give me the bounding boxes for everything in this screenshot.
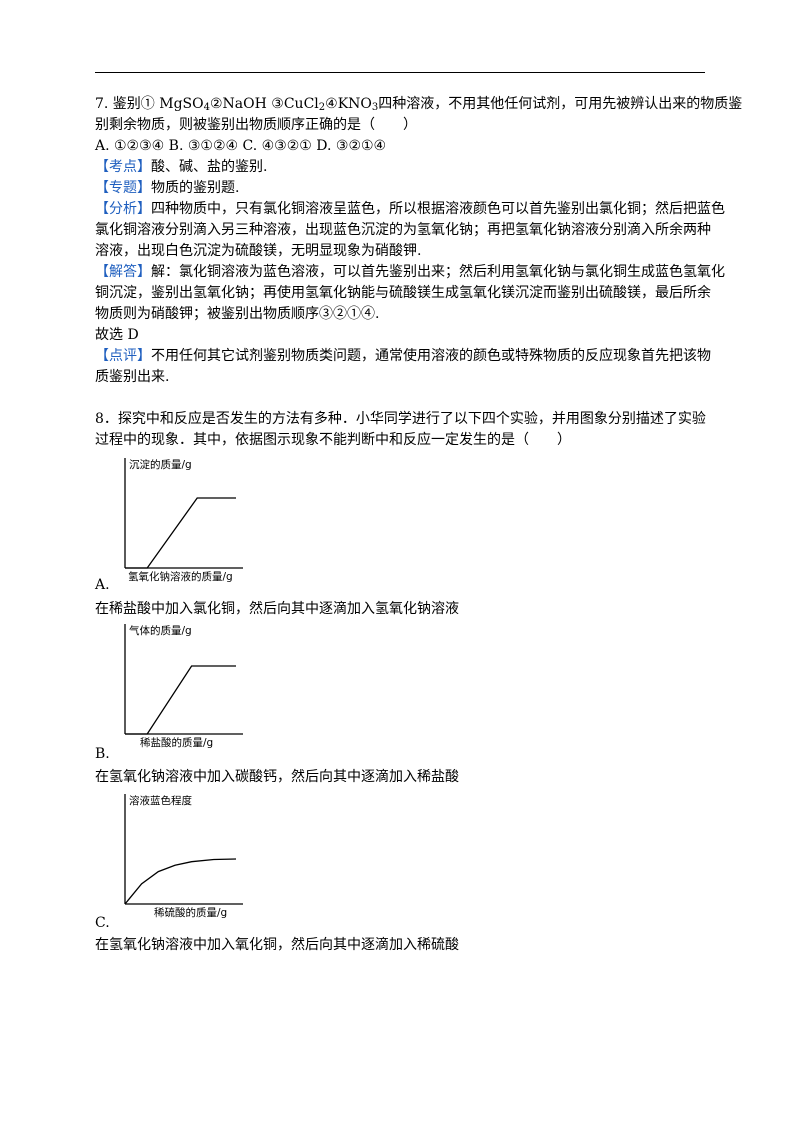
q7-kaodian: 【考点】酸、碱、盐的鉴别. [95, 159, 268, 175]
option-a-label: A. [95, 577, 110, 593]
q7-stem-line2: 别剩余物质，则被鉴别出物质顺序正确的是（ ） [95, 117, 417, 133]
graph-a-svg: 沉淀的质量/g 氢氧化钠溶液的质量/g [124, 458, 243, 583]
graph-c: 溶液蓝色程度 稀硫酸的质量/g [118, 792, 248, 919]
q7-zhuanti: 【专题】物质的鉴别题. [95, 180, 240, 196]
q7-dianping-line1: 【点评】不用任何其它试剂鉴别物质类问题，通常使用溶液的颜色或特殊物质的反应现象首… [95, 348, 711, 364]
graph-a-xlabel: 氢氧化钠溶液的质量/g [128, 570, 233, 583]
option-c-desc: 在氢氧化钠溶液中加入氧化铜，然后向其中逐滴加入稀硫酸 [95, 937, 459, 953]
header-rule [95, 72, 705, 73]
q7-jieda-line1: 【解答】解：氯化铜溶液为蓝色溶液，可以首先鉴别出来；然后利用氢氧化钠与氯化铜生成… [95, 264, 725, 280]
jieda-tag: 【解答】 [95, 264, 151, 280]
graph-c-ylabel: 溶液蓝色程度 [129, 794, 192, 807]
dianping-tag: 【点评】 [95, 348, 151, 364]
graph-c-xlabel: 稀硫酸的质量/g [154, 906, 227, 919]
option-b-desc: 在氢氧化钠溶液中加入碳酸钙，然后向其中逐滴加入稀盐酸 [95, 769, 459, 785]
q7-dianping-line2: 质鉴别出来. [95, 369, 170, 385]
q8-stem-line2: 过程中的现象．其中，依据图示现象不能判断中和反应一定发生的是（ ） [95, 432, 571, 448]
graph-b-curve [125, 665, 236, 735]
q7-stem-line1: 7. 鉴别① MgSO4②NaOH ③CuCl2④KNO3四种溶液，不用其他任何… [95, 96, 743, 113]
q8-stem-line1: 8．探究中和反应是否发生的方法有多种．小华同学进行了以下四个实验，并用图象分别描… [95, 411, 706, 427]
q7-jieda-line2: 铜沉淀，鉴别出氢氧化钠；再使用氢氧化钠能与硫酸镁生成氢氧化镁沉淀而鉴别出硫酸镁，… [95, 285, 711, 301]
option-b-label: B. [95, 746, 110, 762]
graph-a: 沉淀的质量/g 氢氧化钠溶液的质量/g [118, 456, 248, 583]
graph-b-ylabel: 气体的质量/g [129, 624, 192, 637]
kaodian-tag: 【考点】 [95, 159, 151, 175]
graph-c-svg: 溶液蓝色程度 稀硫酸的质量/g [124, 794, 243, 919]
option-c-label: C. [95, 915, 110, 931]
q7-fenxi-line2: 氯化铜溶液分别滴入另三种溶液，出现蓝色沉淀的为氢氧化钠；再把氢氧化钠溶液分别滴入… [95, 222, 711, 238]
q7-fenxi-line1: 【分析】四种物质中，只有氯化铜溶液呈蓝色，所以根据溶液颜色可以首先鉴别出氯化铜；… [95, 201, 725, 217]
graph-b: 气体的质量/g 稀盐酸的质量/g [118, 622, 248, 749]
graph-b-xlabel: 稀盐酸的质量/g [140, 736, 213, 749]
q7-answer: 故选 D [95, 327, 139, 343]
fenxi-tag: 【分析】 [95, 201, 151, 217]
q7-fenxi-line3: 溶液，出现白色沉淀为硫酸镁，无明显现象为硝酸钾. [95, 243, 422, 259]
graph-a-ylabel: 沉淀的质量/g [129, 458, 192, 471]
q7-options: A. ①②③④ B. ③①②④ C. ④③②① D. ③②①④ [95, 138, 387, 154]
zhuanti-tag: 【专题】 [95, 180, 151, 196]
graph-b-svg: 气体的质量/g 稀盐酸的质量/g [124, 624, 243, 749]
graph-a-curve [125, 497, 236, 569]
q7-jieda-line3: 物质则为硝酸钾；被鉴别出物质顺序③②①④. [95, 306, 380, 322]
option-a-desc: 在稀盐酸中加入氯化铜，然后向其中逐滴加入氢氧化钠溶液 [95, 601, 459, 617]
graph-c-curve [124, 858, 237, 905]
